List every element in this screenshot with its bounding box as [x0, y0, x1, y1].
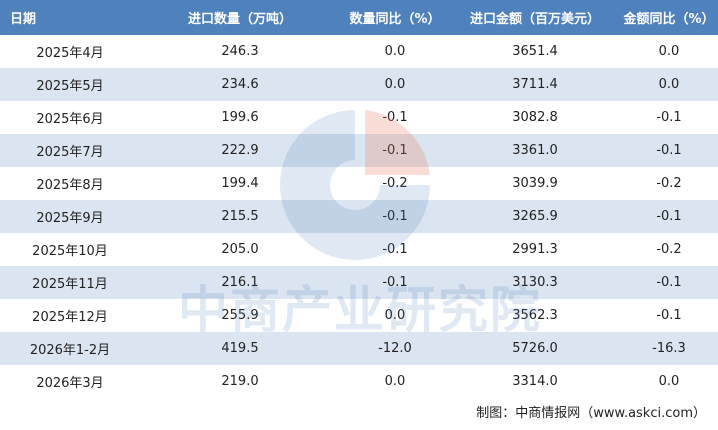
value-cell: 3039.9: [512, 176, 558, 191]
value-cell: 3314.0: [512, 374, 558, 389]
value-cell: 3265.9: [450, 200, 620, 233]
value-cell: 5726.0: [450, 332, 620, 365]
table-row: 2025年12月 255.9 0.0 3562.3 -0.1: [0, 299, 718, 332]
header-cell: 进口数量（万吨）: [140, 0, 340, 35]
value-cell: 0.0: [384, 374, 406, 389]
table-row: 2025年4月 246.3 0.0 3651.4 0.0: [0, 35, 718, 68]
date-cell: 2025年7月: [0, 134, 140, 167]
value-cell: 3711.4: [450, 68, 620, 101]
value-cell: -0.1: [620, 266, 718, 299]
date-cell: 2025年12月: [32, 310, 108, 325]
table-row: 2025年11月 216.1 -0.1 3130.3 -0.1: [0, 266, 718, 299]
value-cell: 3361.0: [450, 134, 620, 167]
date-cell: 2025年10月: [32, 244, 108, 259]
table-row: 2026年3月 219.0 0.0 3314.0 0.0: [0, 365, 718, 398]
table-row: 2026年1-2月 419.5 -12.0 5726.0 -16.3: [0, 332, 718, 365]
date-cell: 2025年9月: [0, 200, 140, 233]
table-row: 2025年8月 199.4 -0.2 3039.9 -0.2: [0, 167, 718, 200]
date-cell: 2026年3月: [36, 376, 104, 391]
date-cell: 2025年11月: [0, 266, 140, 299]
value-cell: 3130.3: [450, 266, 620, 299]
date-cell: 2025年5月: [0, 68, 140, 101]
value-cell: 0.0: [340, 68, 450, 101]
value-cell: 0.0: [384, 308, 406, 323]
data-table: 日期 进口数量（万吨） 数量同比（%） 进口金额（百万美元） 金额同比（%） 2025年…: [0, 0, 718, 398]
date-cell: 2025年6月: [36, 112, 104, 127]
value-cell: 246.3: [221, 44, 259, 59]
value-cell: -0.2: [382, 176, 408, 191]
value-cell: 222.9: [140, 134, 340, 167]
value-cell: -16.3: [620, 332, 718, 365]
value-cell: -0.1: [656, 110, 682, 125]
value-cell: -0.1: [382, 242, 408, 257]
value-cell: 219.0: [221, 374, 259, 389]
value-cell: 0.0: [620, 68, 718, 101]
value-cell: 2991.3: [512, 242, 558, 257]
footer: 制图：中商情报网（www.askci.com）: [476, 406, 706, 421]
value-cell: 3651.4: [512, 44, 558, 59]
value-cell: 199.4: [221, 176, 259, 191]
table-row: 2025年5月 234.6 0.0 3711.4 0.0: [0, 68, 718, 101]
value-cell: -12.0: [340, 332, 450, 365]
table-row: 2025年9月 215.5 -0.1 3265.9 -0.1: [0, 200, 718, 233]
date-cell: 2025年8月: [36, 178, 104, 193]
table-body: 2025年4月 246.3 0.0 3651.4 0.0 2025年5月 234.6 0.0 3…: [0, 35, 718, 398]
value-cell: 199.6: [221, 110, 259, 125]
table-row: 2025年6月 199.6 -0.1 3082.8 -0.1: [0, 101, 718, 134]
date-cell: 2025年4月: [36, 46, 104, 61]
header-cell: 金额同比（%）: [620, 0, 718, 35]
value-cell: -0.1: [382, 110, 408, 125]
value-cell: -0.1: [340, 266, 450, 299]
value-cell: 3562.3: [512, 308, 558, 323]
header-cell: 日期: [0, 0, 140, 35]
value-cell: -0.1: [620, 200, 718, 233]
header-cell: 数量同比（%）: [340, 0, 450, 35]
value-cell: 234.6: [140, 68, 340, 101]
table-row: 2025年10月 205.0 -0.1 2991.3 -0.2: [0, 233, 718, 266]
value-cell: 419.5: [140, 332, 340, 365]
value-cell: 216.1: [140, 266, 340, 299]
value-cell: -0.1: [620, 134, 718, 167]
value-cell: 0.0: [658, 44, 680, 59]
value-cell: 215.5: [140, 200, 340, 233]
table-row: 2025年7月 222.9 -0.1 3361.0 -0.1: [0, 134, 718, 167]
value-cell: -0.1: [340, 200, 450, 233]
value-cell: -0.1: [656, 308, 682, 323]
header-cell: 进口金额（百万美元）: [450, 0, 620, 35]
header-row: 日期 进口数量（万吨） 数量同比（%） 进口金额（百万美元） 金额同比（%）: [0, 0, 718, 35]
value-cell: 205.0: [221, 242, 259, 257]
value-cell: 3082.8: [512, 110, 558, 125]
value-cell: -0.1: [340, 134, 450, 167]
value-cell: -0.2: [656, 242, 682, 257]
value-cell: 0.0: [658, 374, 680, 389]
value-cell: 0.0: [384, 44, 406, 59]
value-cell: -0.2: [656, 176, 682, 191]
date-cell: 2026年1-2月: [0, 332, 140, 365]
value-cell: 255.9: [221, 308, 259, 323]
